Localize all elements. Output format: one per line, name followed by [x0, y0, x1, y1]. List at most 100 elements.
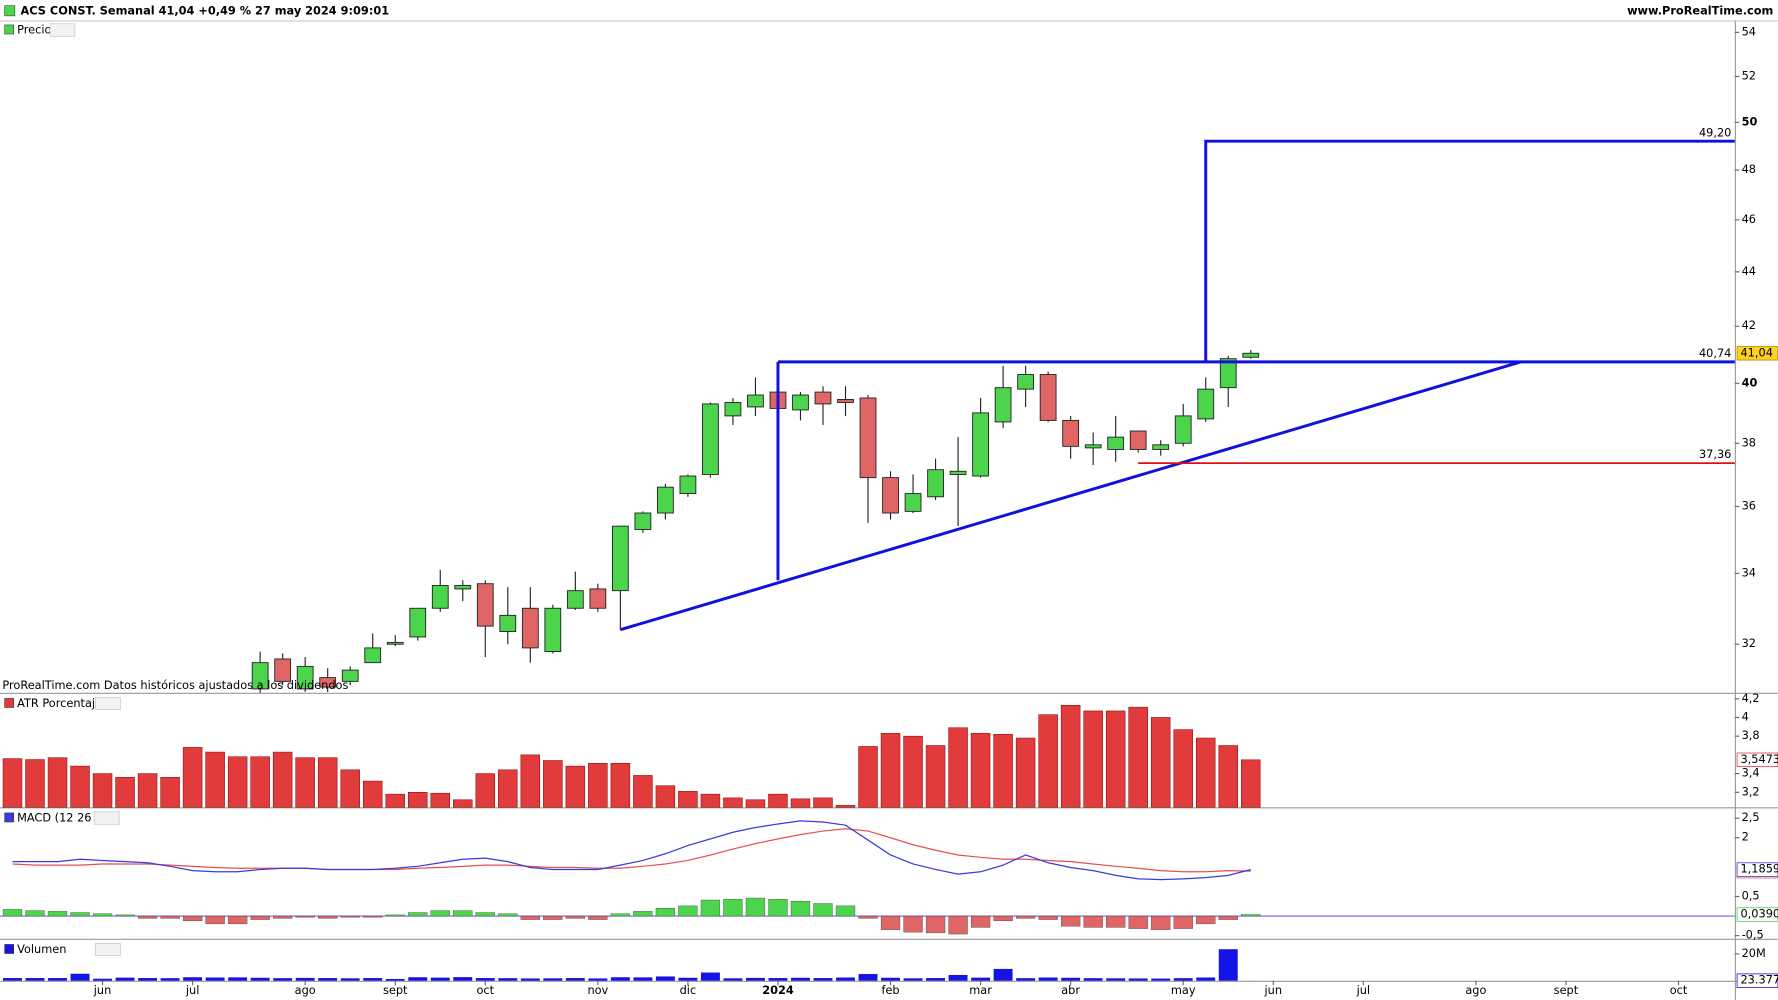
- histogram-bar: [1173, 915, 1193, 929]
- histogram-bar: [318, 915, 338, 919]
- value-tag: 0,0390: [1740, 907, 1778, 921]
- bar: [115, 777, 135, 808]
- histogram-bar: [925, 915, 946, 934]
- histogram-bar: [182, 915, 203, 921]
- panel-tools[interactable]: [49, 23, 76, 37]
- x-tick-label: jun: [1264, 983, 1283, 997]
- histogram-bar: [453, 910, 473, 917]
- bar: [993, 968, 1013, 981]
- x-tick-label: jun: [93, 983, 112, 997]
- level-label: 49,20: [1699, 125, 1731, 139]
- panel-icon: [4, 24, 14, 35]
- histogram-bar: [92, 913, 113, 917]
- drawing-line: [1204, 139, 1735, 362]
- candle-body: [657, 486, 674, 514]
- bar: [835, 805, 856, 808]
- x-tick-label: sept: [383, 983, 408, 997]
- panel-title: ATR Porcentaje: [17, 696, 102, 710]
- bar: [25, 759, 45, 808]
- x-tick-label: nov: [587, 983, 608, 997]
- bar: [1128, 978, 1148, 981]
- panel-tools[interactable]: [95, 696, 121, 711]
- candle-body: [274, 658, 292, 682]
- candle-body: [589, 588, 607, 609]
- x-tick-label: jul: [1356, 983, 1370, 997]
- histogram-bar: [363, 915, 383, 918]
- candle-body: [476, 583, 494, 627]
- bar: [700, 972, 720, 981]
- y-tick-label: 0,5: [1742, 888, 1760, 902]
- y-tick-label: 4,2: [1742, 691, 1760, 705]
- candle-body: [499, 614, 517, 632]
- bar: [1128, 706, 1148, 808]
- candle-body: [949, 470, 967, 475]
- x-tick-label: dic: [680, 983, 697, 997]
- bar: [678, 977, 698, 981]
- histogram-bar: [790, 901, 811, 917]
- bar: [813, 797, 833, 808]
- candle-body: [251, 662, 269, 690]
- chart-title: ACS CONST. Semanal 41,04 +0,49 % 27 may …: [21, 3, 390, 17]
- bar: [295, 757, 315, 808]
- bar: [1150, 717, 1171, 808]
- bar: [790, 798, 811, 808]
- bar: [970, 733, 991, 808]
- bar: [318, 978, 338, 981]
- bar: [295, 977, 315, 981]
- candle-body: [409, 607, 427, 638]
- bar: [340, 769, 360, 808]
- histogram-bar: [858, 915, 878, 919]
- indicator-line: [12, 820, 1251, 881]
- y-tick-label: 38: [1742, 435, 1756, 449]
- candle-body: [972, 412, 989, 477]
- panel-tools[interactable]: [93, 811, 120, 825]
- y-tick-label: 46: [1742, 212, 1756, 226]
- x-tick-label: may: [1171, 983, 1196, 997]
- histogram-bar: [273, 915, 293, 919]
- bar: [588, 978, 608, 981]
- bar: [745, 799, 766, 808]
- bar: [610, 763, 631, 808]
- histogram-bar: [498, 913, 518, 917]
- histogram-bar: [633, 911, 653, 917]
- candle-body: [454, 584, 472, 590]
- bar: [1015, 737, 1036, 808]
- bar: [408, 977, 428, 981]
- histogram-bar: [948, 915, 968, 935]
- value-tag: 41,04: [1740, 345, 1772, 359]
- bar: [1083, 710, 1103, 808]
- indicator-line: [12, 828, 1251, 873]
- bar: [925, 745, 946, 808]
- panel-tools[interactable]: [95, 943, 121, 957]
- candle-body: [431, 584, 449, 609]
- bar: [926, 978, 946, 981]
- candle-body: [792, 394, 809, 411]
- candle-body: [1017, 374, 1035, 390]
- bar: [1038, 714, 1058, 808]
- candle-body: [994, 387, 1012, 423]
- candle-body: [927, 469, 944, 498]
- histogram-bar: [295, 915, 315, 918]
- bar: [1173, 729, 1193, 808]
- y-tick-label: 2: [1742, 830, 1749, 844]
- histogram-bar: [723, 899, 743, 917]
- x-tick-label: sept: [1554, 983, 1579, 997]
- histogram-bar: [1061, 915, 1081, 927]
- histogram-bar: [745, 897, 766, 917]
- bar: [655, 976, 675, 981]
- site-label: www.ProRealTime.com: [1627, 3, 1773, 17]
- candle-body: [679, 475, 697, 495]
- panel-icon: [4, 812, 14, 823]
- bar: [70, 765, 90, 808]
- bar: [655, 785, 676, 808]
- bar: [1173, 978, 1193, 981]
- histogram-bar: [903, 915, 923, 933]
- bar: [92, 773, 113, 808]
- bar: [1195, 737, 1216, 808]
- bar: [723, 978, 743, 981]
- candle-body: [1062, 419, 1080, 447]
- panel-icon: [4, 698, 14, 708]
- bar: [880, 733, 901, 808]
- histogram-bar: [880, 915, 901, 930]
